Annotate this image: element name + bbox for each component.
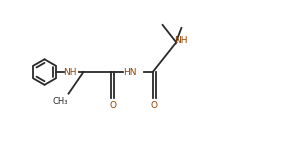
Text: NH: NH <box>175 36 188 45</box>
Text: HN: HN <box>123 68 137 76</box>
Text: CH₃: CH₃ <box>52 97 67 106</box>
Text: O: O <box>151 102 158 111</box>
Text: NH: NH <box>64 68 77 76</box>
Text: O: O <box>109 102 116 111</box>
